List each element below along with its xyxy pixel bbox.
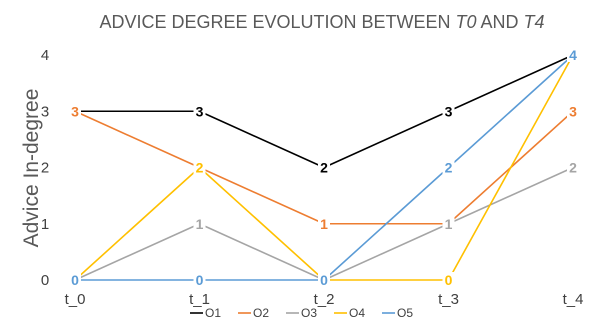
data-label-bg <box>318 215 330 231</box>
data-label-o1: 2 <box>320 160 328 176</box>
y-tick-label: 2 <box>41 160 49 177</box>
data-label-bg <box>567 159 579 175</box>
data-label-bg <box>193 103 206 119</box>
data-label-bg <box>567 47 579 62</box>
x-tick-label: t_0 <box>65 291 86 308</box>
legend-label-o5: O5 <box>397 306 413 320</box>
chart-title-and: AND <box>477 12 524 32</box>
data-label-bg <box>318 272 330 287</box>
data-label-bg <box>193 215 206 231</box>
x-tick-label: t_3 <box>438 291 459 308</box>
y-axis-ticks: 0 1 2 3 4 <box>41 47 49 289</box>
chart-title-prefix: ADVICE DEGREE EVOLUTION BETWEEN <box>99 12 455 32</box>
chart-title-t4: T4 <box>524 12 545 32</box>
data-label-bg <box>193 159 206 175</box>
legend: O1 O2 O3 O4 O5 <box>190 306 413 320</box>
data-label-o4: 0 <box>445 272 453 288</box>
data-label-bg <box>193 272 206 287</box>
data-label-bg <box>442 103 455 119</box>
y-tick-label: 4 <box>41 47 49 64</box>
legend-label-o2: O2 <box>253 306 269 320</box>
data-label-o5: 4 <box>569 47 577 63</box>
data-label-o2: 3 <box>569 103 577 119</box>
data-label-o3: 1 <box>196 216 204 232</box>
data-label-bg <box>442 215 455 231</box>
data-label-bg <box>69 272 81 287</box>
data-label-bg <box>442 272 455 287</box>
data-label-o5: 2 <box>445 160 453 176</box>
chart-title: ADVICE DEGREE EVOLUTION BETWEEN T0 AND T… <box>99 12 544 32</box>
data-label-o3: 2 <box>569 160 577 176</box>
y-tick-label: 0 <box>41 272 49 289</box>
y-axis-label: Advice In-degree <box>20 89 43 248</box>
data-label-o4: 2 <box>196 160 204 176</box>
y-tick-label: 3 <box>41 103 49 120</box>
data-label-bg <box>567 103 579 119</box>
x-tick-label: t_2 <box>314 291 335 308</box>
data-label-o5: 0 <box>196 272 204 288</box>
y-tick-label: 1 <box>41 216 49 233</box>
data-label-o5: 0 <box>320 272 328 288</box>
data-label-o1: 3 <box>445 103 453 119</box>
legend-label-o4: O4 <box>349 306 365 320</box>
legend-label-o1: O1 <box>205 306 221 320</box>
x-tick-label: t_1 <box>189 291 210 308</box>
chart-title-t0: T0 <box>456 12 477 32</box>
data-label-o2: 1 <box>320 216 328 232</box>
data-label-o1: 3 <box>196 103 204 119</box>
legend-label-o3: O3 <box>301 306 317 320</box>
x-tick-label: t_4 <box>563 291 584 308</box>
data-label-o5: 0 <box>71 272 79 288</box>
data-label-bg <box>318 159 330 175</box>
data-label-bg <box>69 103 81 119</box>
x-axis-ticks: t_0 t_1 t_2 t_3 t_4 <box>65 291 584 308</box>
series-line-o1 <box>75 54 574 169</box>
data-label-o2: 3 <box>71 103 79 119</box>
data-labels: 33233131122000024 <box>69 47 579 288</box>
data-label-o3: 1 <box>445 216 453 232</box>
data-label-bg <box>442 159 455 175</box>
